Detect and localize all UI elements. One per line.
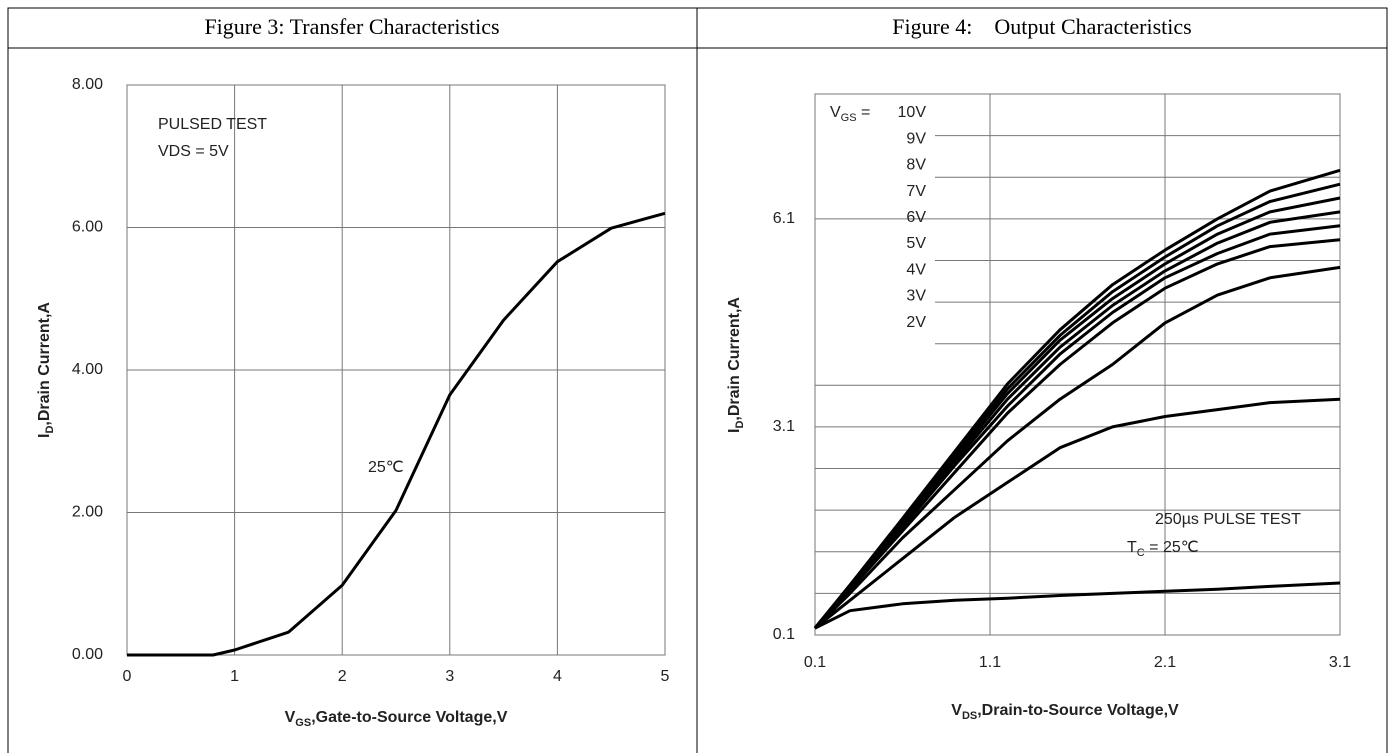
annotation: VDS = 5V xyxy=(158,143,229,160)
annotation: PULSED TEST xyxy=(158,116,267,133)
y-tick-label: 4.00 xyxy=(72,361,103,378)
y-tick-label: 0.00 xyxy=(72,646,103,663)
x-tick-label: 0.1 xyxy=(804,654,826,671)
label-rest: ,Drain Current,A xyxy=(36,302,53,426)
x-tick-label: 0 xyxy=(123,668,132,685)
x-axis-label: VDS,Drain-to-Source Voltage,V xyxy=(951,702,1179,722)
label-rest: = 25℃ xyxy=(1145,539,1199,556)
x-tick-label: 1.1 xyxy=(979,654,1001,671)
data-line xyxy=(813,265,1341,630)
label-main: V xyxy=(285,709,296,726)
legend-label: 6V xyxy=(906,209,926,226)
y-tick-label: 8.00 xyxy=(72,76,103,93)
label-rest: ,Gate-to-Source Voltage,V xyxy=(311,709,508,726)
label-main: I xyxy=(36,434,53,438)
x-tick-label: 1 xyxy=(230,668,239,685)
y-tick-label: 0.1 xyxy=(773,626,795,643)
x-axis-label: VGS,Gate-to-Source Voltage,V xyxy=(285,709,508,729)
annotation: 25℃ xyxy=(368,459,404,476)
figure-title: Figure 3: Transfer Characteristics xyxy=(204,14,499,39)
data-line xyxy=(813,238,1341,630)
plot-frame xyxy=(126,84,666,656)
data-line xyxy=(127,211,666,657)
label-sub: C xyxy=(1137,547,1145,559)
legend-label: 4V xyxy=(906,261,926,278)
y-tick-label: 2.00 xyxy=(72,504,103,521)
x-tick-label: 3.1 xyxy=(1329,654,1351,671)
y-tick-label: 6.00 xyxy=(72,219,103,236)
annotation: TC = 25℃ xyxy=(1127,539,1199,559)
label-sub: D xyxy=(734,421,746,429)
legend-label: 3V xyxy=(906,288,926,305)
x-tick-label: 2.1 xyxy=(1154,654,1176,671)
legend-prefix: VGS = xyxy=(830,104,875,124)
data-line xyxy=(813,210,1341,630)
x-tick-label: 5 xyxy=(661,668,670,685)
legend-label: 2V xyxy=(906,314,926,331)
plot-frame xyxy=(814,93,1341,636)
legend-label: 8V xyxy=(906,157,926,174)
data-line xyxy=(813,224,1341,630)
label-rest: ,Drain-to-Source Voltage,V xyxy=(977,702,1179,719)
label-sub: DS xyxy=(962,710,977,722)
figure-title: Figure 4: Output Characteristics xyxy=(892,14,1191,39)
y-axis-label: ID,Drain Current,A xyxy=(36,302,56,438)
legend-label: 7V xyxy=(906,183,926,200)
label-main: V xyxy=(951,702,962,719)
label-sub: GS xyxy=(295,717,311,729)
data-line xyxy=(813,168,1341,630)
y-tick-label: 6.1 xyxy=(773,210,795,227)
legend-label: 5V xyxy=(906,235,926,252)
label-rest: = xyxy=(857,104,875,121)
data-line xyxy=(814,581,1341,630)
label-sub: GS xyxy=(841,112,857,124)
x-tick-label: 3 xyxy=(445,668,454,685)
label-sub: D xyxy=(44,426,56,434)
y-axis-label: ID,Drain Current,A xyxy=(726,297,746,433)
label-main: T xyxy=(1127,539,1137,556)
legend-label: 10V xyxy=(898,104,927,121)
y-tick-label: 3.1 xyxy=(773,418,795,435)
label-main: I xyxy=(726,429,743,433)
annotation: 250µs PULSE TEST xyxy=(1155,511,1301,528)
label-rest: ,Drain Current,A xyxy=(726,297,743,421)
data-line xyxy=(814,397,1341,630)
label-main: V xyxy=(830,104,841,121)
x-tick-label: 2 xyxy=(338,668,347,685)
data-line xyxy=(813,196,1341,630)
legend-label: 9V xyxy=(906,130,926,147)
x-tick-label: 4 xyxy=(553,668,562,685)
